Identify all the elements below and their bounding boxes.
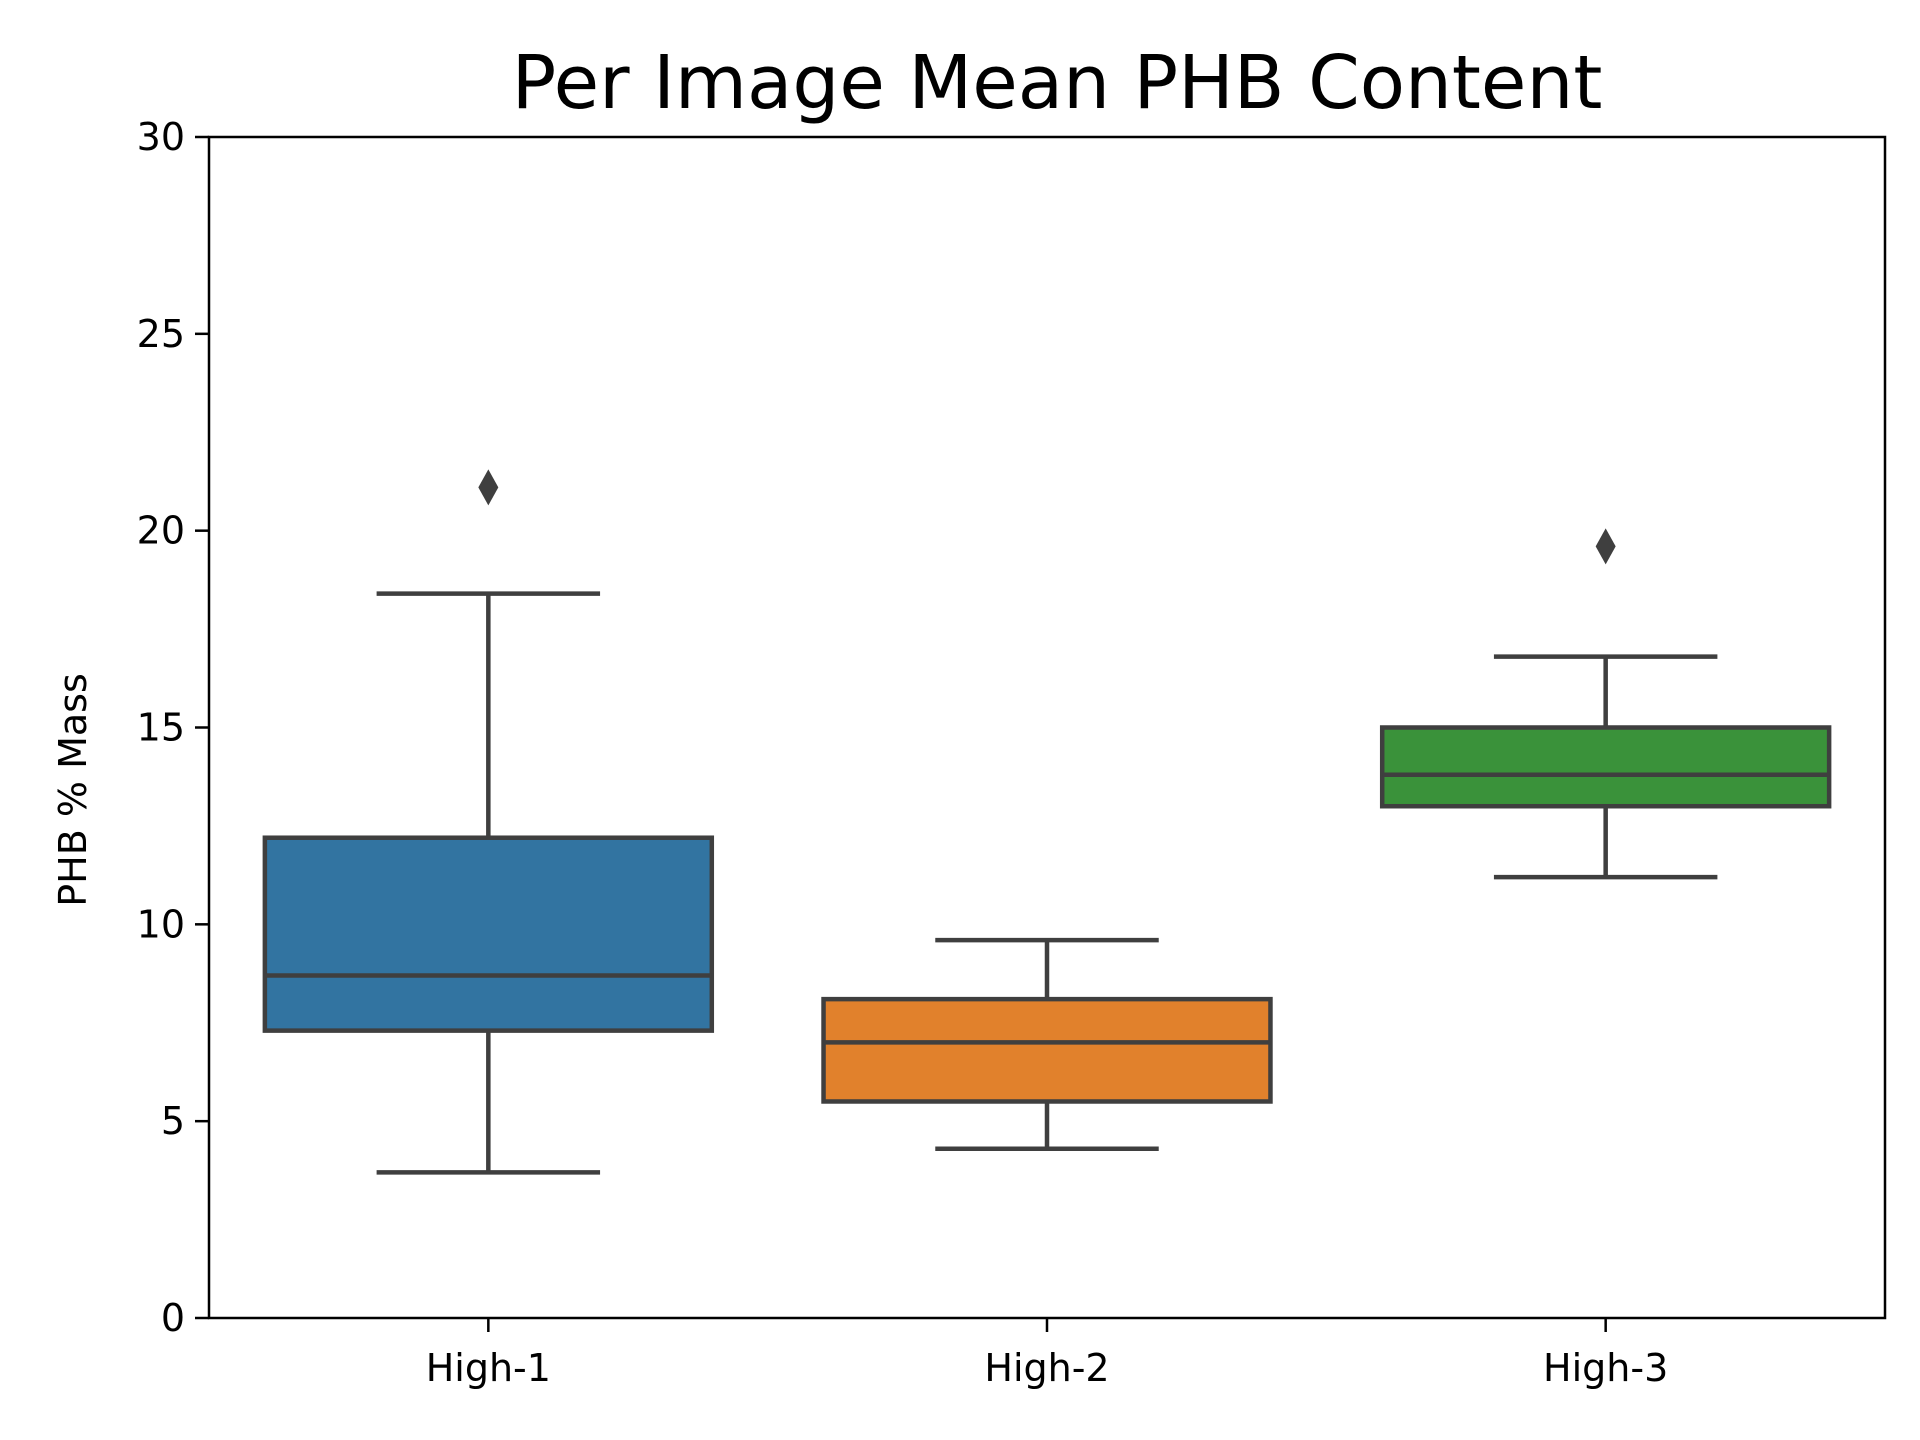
x-tick-label: High-3 <box>1543 1346 1668 1390</box>
y-axis-label: PHB % Mass <box>51 673 95 907</box>
chart-title: Per Image Mean PHB Content <box>512 40 1603 126</box>
outlier-point <box>478 469 499 506</box>
y-tick-label: 20 <box>137 509 185 553</box>
x-tick-label: High-1 <box>426 1346 551 1390</box>
y-tick-label: 30 <box>137 115 185 159</box>
outlier-point <box>1595 528 1616 565</box>
plot-frame <box>207 135 1887 1320</box>
x-tick-label: High-2 <box>984 1346 1109 1390</box>
y-tick-label: 25 <box>137 312 185 356</box>
y-tick-label: 15 <box>137 706 185 750</box>
y-tick-label: 5 <box>161 1099 185 1143</box>
box-high-1 <box>262 835 715 1033</box>
box-high-2 <box>821 996 1273 1104</box>
y-tick-label: 10 <box>137 902 185 946</box>
plot-area: 0 5 10 15 20 25 30 High-1 High-2 High-3 <box>137 115 1887 1390</box>
box-high-3 <box>1379 725 1832 809</box>
y-tick-label: 0 <box>161 1296 185 1340</box>
